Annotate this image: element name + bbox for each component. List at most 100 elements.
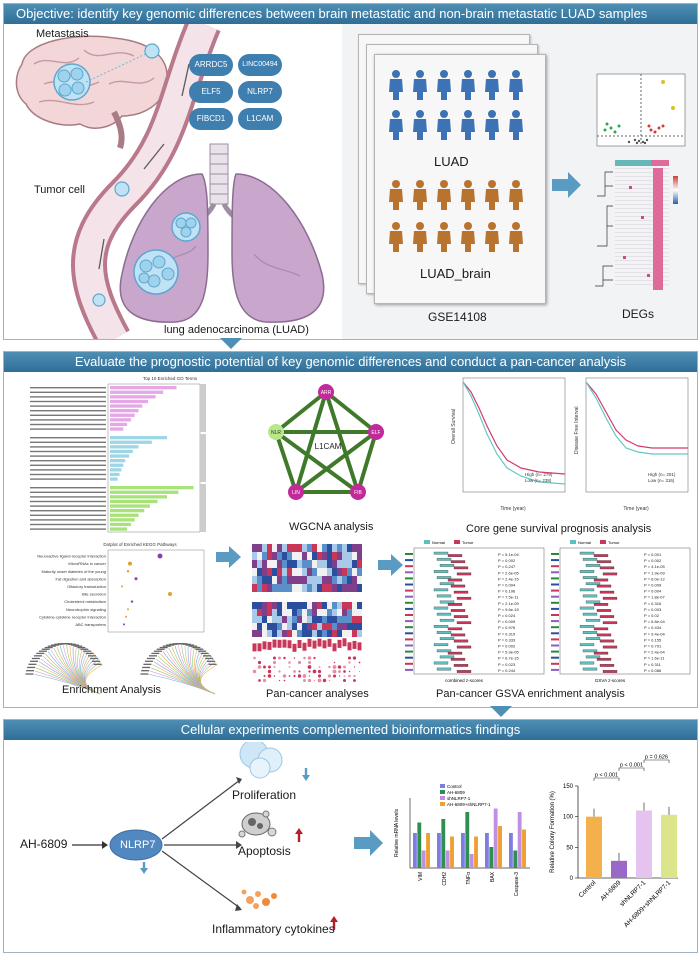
pancancer-bar [272,639,277,648]
pancancer-dot [348,661,351,664]
gsva-box [599,566,615,570]
pancancer-cell [347,544,352,552]
gsva-pvalue: P = 2.1e-09 [498,601,519,606]
gsva-box [596,609,612,612]
pancancer-dot [308,661,311,664]
gsva-cancer-label [551,565,559,568]
chord-label [151,652,160,655]
group-luad-label: LUAD [434,154,469,169]
pancancer-dot [327,674,332,678]
chord-label [71,644,80,646]
gsva-box [579,643,595,647]
survival-label: Core gene survival prognosis analysis [466,523,652,535]
colony-bar [636,810,652,878]
go-barplot: Top 10 Enriched GO Terms [30,376,206,533]
gsva-box [456,670,472,673]
pancancer-cell [347,568,352,576]
gsva-cancer-label [405,614,413,616]
pancancer-cell [337,602,342,609]
pancancer-cell [277,609,282,616]
gsva-box [602,645,618,649]
mrna-legend-swatch [440,796,445,800]
gsva-cancer-label [405,583,413,586]
mrna-legend-swatch [440,784,445,788]
mrna-legend-label: Control [447,784,462,789]
pancancer-cell [277,552,282,560]
pancancer-cell [342,616,347,623]
pancancer-cell [347,630,352,637]
kegg-term: Neuroactive ligand-receptor interaction [37,554,106,559]
pancancer-dot [293,670,296,673]
pancancer-bar [312,640,317,649]
kegg-dotplot: Dotplot of Enriched KEGG Pathways Neuroa… [37,542,205,633]
gsva-cancer-label [551,559,559,562]
colony-ylabel: Relative Colony Formation (%) [550,791,556,873]
go-bar [110,454,129,458]
heatmap-cell [647,274,650,277]
mrna-bar [437,833,441,868]
kegg-term: Neurotrophin signaling [66,607,106,612]
pancancer-cell [257,602,262,609]
pancancer-cell [312,560,317,568]
pancancer-dot [293,674,296,678]
chord-label [153,650,162,652]
chord-label [27,666,36,669]
pancancer-dot [263,675,266,677]
chord-label [90,657,99,660]
wgcna-node: ELF [371,430,380,436]
panel-objective-header: Objective: identify key genomic differen… [4,4,697,24]
go-bar [110,390,164,394]
pancancer-cell [282,602,287,609]
pancancer-cell [357,544,362,552]
gene-label: NLRP7 [120,839,156,851]
go-bar [110,395,156,399]
pancancer-cell [287,623,292,630]
gsva-cancer-label [551,632,559,635]
gsva-cancer-label [551,583,559,586]
pancancer-cell [352,623,357,630]
pancancer-cell [352,568,357,576]
pancancer-cell [257,568,262,576]
pancancer-cell [357,602,362,609]
gsva-cancer-label [405,626,413,629]
chord-label [165,644,174,646]
gsva-pvalue: P = 5.9e-05 [498,650,519,655]
pancancer-cell [282,609,287,616]
go-bar [110,468,122,472]
gsva-pvalue: P = 7.5e-11 [498,595,519,600]
gsva-pvalue: P = 6.0e-12 [644,576,665,581]
pancancer-dot [307,665,312,669]
chord-plots [25,643,218,695]
pancancer-bar [302,642,307,651]
gsva-cancer-label [551,656,559,659]
pancancer-cell [267,630,272,637]
gsva-box [436,667,452,671]
pancancer-cell [252,576,257,584]
kegg-term: Fat digestion and absorption [56,576,106,581]
pancancer-dot [343,665,346,669]
go-bar [110,449,133,454]
legend-tumor: Tumor [608,540,620,545]
gsva-cancer-label [405,571,413,574]
go-term-label [30,523,106,526]
gene-bubble: NLRP7 [238,81,282,103]
km2-low: Low (n= 316) [648,478,675,483]
gsva-box [450,560,466,564]
gsva-cancer-label [405,662,413,665]
pancancer-cell [347,552,352,560]
gsva-cancer-label [551,553,559,555]
gsva-xlab: GSVA z-scores [595,678,626,683]
pancancer-bar [267,641,272,650]
gsva-pvalue: P = 0.003 [644,607,662,612]
go-bar [110,518,135,522]
pancancer-bar [277,639,282,648]
go-bar [110,527,128,531]
go-bar [110,459,126,463]
gsva-label: Pan-cancer GSVA enrichment analysis [436,688,625,700]
kegg-term: Maturity onset diabetes of the young [42,569,106,574]
pancancer-bar [287,640,292,649]
km-plot-overall: Overall Survival Time (year) High (n= 27… [451,377,566,512]
gsva-pvalue: P = 0.023 [498,662,516,667]
kegg-dot [126,570,130,573]
degs-heatmap [595,160,678,290]
